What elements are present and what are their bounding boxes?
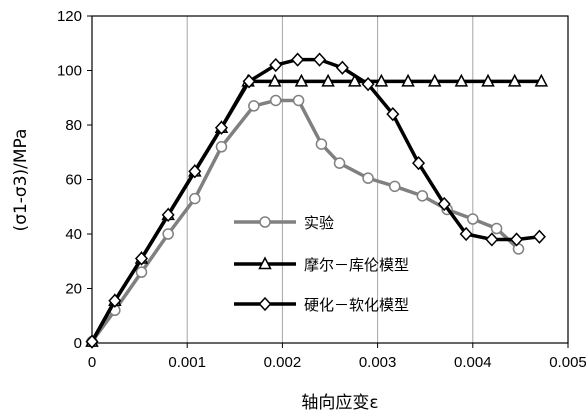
- legend-item: 硬化－软化模型: [234, 296, 409, 314]
- diamond-marker: [412, 156, 426, 171]
- x-tick-label: 0.005: [549, 354, 586, 371]
- diamond-marker: [291, 52, 305, 67]
- diamond-marker: [269, 57, 283, 73]
- triangle-marker: [401, 73, 415, 87]
- circle-marker: [315, 138, 328, 150]
- x-tick-label: 0.004: [454, 354, 492, 371]
- triangle-marker: [374, 73, 389, 87]
- triangle-marker: [348, 73, 362, 87]
- diamond-marker: [188, 164, 202, 179]
- diamond-marker: [214, 120, 228, 135]
- x-axis-title: 轴向应变ε: [301, 393, 378, 413]
- diamond-marker: [134, 251, 149, 266]
- diamond-marker: [161, 207, 175, 223]
- x-tick-label: 0.003: [359, 354, 397, 371]
- circle-marker: [388, 180, 401, 193]
- triangle-marker: [294, 73, 309, 87]
- diamond-marker: [313, 52, 327, 67]
- diamond-marker: [532, 229, 546, 244]
- legend-label: 硬化－软化模型: [304, 296, 409, 314]
- triangle-marker: [427, 73, 442, 87]
- diamond-marker: [485, 232, 499, 247]
- x-tick-label: 0.001: [168, 354, 206, 371]
- triangle-marker: [268, 73, 282, 87]
- x-tick-label: 0.002: [264, 354, 302, 371]
- diamond-marker: [437, 196, 451, 212]
- y-tick-label: 120: [57, 8, 82, 25]
- y-axis-title: (σ1-σ3)/MPa: [11, 129, 31, 232]
- circle-marker: [512, 243, 525, 255]
- plot-frame: [91, 15, 569, 344]
- triangle-marker: [454, 73, 469, 87]
- series-layer: [85, 52, 549, 349]
- y-tick-label: 100: [57, 63, 82, 80]
- series-3: [85, 52, 546, 349]
- circle-marker: [362, 172, 374, 184]
- y-tick-label: 60: [65, 172, 82, 189]
- diamond-marker: [459, 226, 473, 242]
- circle-marker: [292, 94, 305, 107]
- y-tick-label: 80: [65, 117, 82, 134]
- circle-marker: [189, 192, 201, 205]
- triangle-marker: [321, 73, 335, 87]
- circle-marker: [416, 190, 429, 202]
- diamond-marker: [335, 60, 349, 75]
- diamond-marker: [386, 106, 400, 122]
- diamond-marker: [242, 74, 256, 89]
- circle-marker: [490, 222, 503, 235]
- legend-item: 摩尔－库伦模型: [234, 256, 409, 274]
- diamond-marker: [258, 296, 272, 312]
- diamond-marker: [361, 77, 375, 92]
- circle-marker: [162, 228, 174, 240]
- axes-layer: 0 0.001 0.002 0.003 0.004 0.005 0 20 40 60 80 100 12…: [57, 8, 586, 371]
- legend-label: 实验: [304, 214, 334, 232]
- x-tick-label: 0: [88, 354, 96, 371]
- legend-item: 实验: [234, 214, 334, 232]
- y-tick-label: 20: [65, 281, 82, 298]
- diamond-marker: [85, 334, 99, 349]
- circle-marker: [269, 94, 282, 107]
- circle-marker: [333, 157, 346, 169]
- y-tick-label: 40: [65, 226, 82, 243]
- triangle-marker: [481, 73, 495, 87]
- circle-marker: [135, 266, 148, 278]
- circle-marker: [259, 216, 271, 228]
- circle-marker: [248, 100, 260, 112]
- triangle-marker: [258, 256, 272, 270]
- triangle-marker: [507, 73, 522, 87]
- triangle-marker: [534, 73, 549, 87]
- circle-marker: [467, 213, 479, 225]
- diamond-marker: [108, 293, 122, 308]
- legend-label: 摩尔－库伦模型: [304, 256, 409, 274]
- y-tick-label: 0: [74, 335, 82, 352]
- diamond-marker: [510, 232, 524, 247]
- circle-marker: [215, 141, 228, 153]
